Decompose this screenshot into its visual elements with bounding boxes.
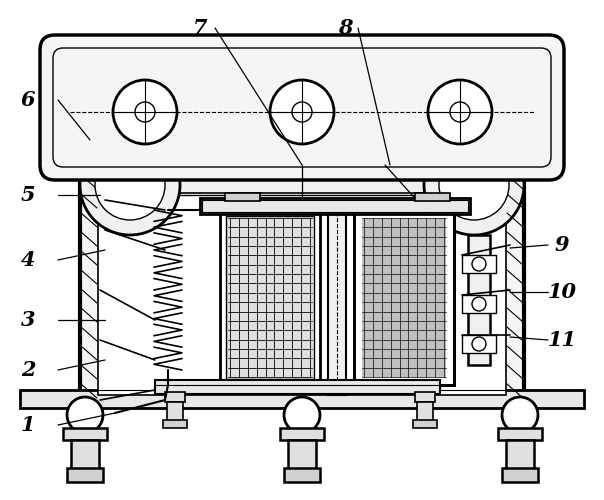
Bar — [413, 420, 437, 428]
Bar — [417, 402, 433, 422]
Bar — [462, 255, 496, 273]
Circle shape — [135, 102, 155, 122]
Bar — [354, 210, 454, 385]
Bar — [354, 210, 454, 385]
Bar — [362, 218, 446, 377]
Circle shape — [284, 397, 320, 433]
Circle shape — [80, 135, 180, 235]
Bar — [502, 468, 538, 482]
Bar — [328, 200, 346, 395]
Text: 9: 9 — [554, 235, 569, 255]
Circle shape — [472, 297, 486, 311]
Bar — [284, 468, 320, 482]
Bar — [415, 392, 435, 402]
Bar — [98, 155, 506, 195]
Circle shape — [450, 102, 470, 122]
Circle shape — [292, 102, 312, 122]
Bar — [462, 295, 496, 313]
Circle shape — [502, 397, 538, 433]
Bar — [498, 428, 542, 440]
Bar — [63, 428, 107, 440]
Circle shape — [67, 397, 103, 433]
Text: 3: 3 — [21, 310, 35, 330]
Circle shape — [424, 135, 524, 235]
Bar — [165, 392, 185, 402]
Text: 10: 10 — [547, 282, 576, 302]
Bar — [226, 216, 314, 379]
Bar — [225, 193, 260, 201]
Bar — [80, 175, 524, 395]
Text: 6: 6 — [21, 90, 35, 110]
Circle shape — [472, 337, 486, 351]
Bar — [155, 380, 440, 394]
Bar — [71, 440, 99, 470]
Circle shape — [270, 80, 334, 144]
Bar — [462, 335, 496, 353]
Bar — [80, 145, 524, 195]
Bar — [468, 235, 490, 365]
Text: 5: 5 — [21, 185, 35, 205]
Bar — [506, 440, 534, 470]
Circle shape — [439, 150, 509, 220]
Text: 7: 7 — [193, 18, 207, 38]
Text: 4: 4 — [21, 250, 35, 270]
Circle shape — [428, 80, 492, 144]
Bar — [220, 210, 320, 385]
Bar — [288, 440, 316, 470]
Bar — [20, 390, 584, 408]
Text: 11: 11 — [547, 330, 576, 350]
Bar — [67, 468, 103, 482]
Bar — [280, 428, 324, 440]
Circle shape — [95, 150, 165, 220]
Bar — [167, 402, 183, 422]
FancyBboxPatch shape — [40, 35, 564, 180]
Bar — [228, 218, 312, 377]
Bar — [98, 193, 506, 395]
Bar — [163, 420, 187, 428]
Bar — [202, 200, 468, 212]
Bar — [200, 198, 470, 214]
Circle shape — [113, 80, 177, 144]
Text: 1: 1 — [21, 415, 35, 435]
Text: 8: 8 — [338, 18, 352, 38]
Bar — [20, 390, 584, 408]
Bar — [415, 193, 450, 201]
Circle shape — [472, 257, 486, 271]
Text: 2: 2 — [21, 360, 35, 380]
